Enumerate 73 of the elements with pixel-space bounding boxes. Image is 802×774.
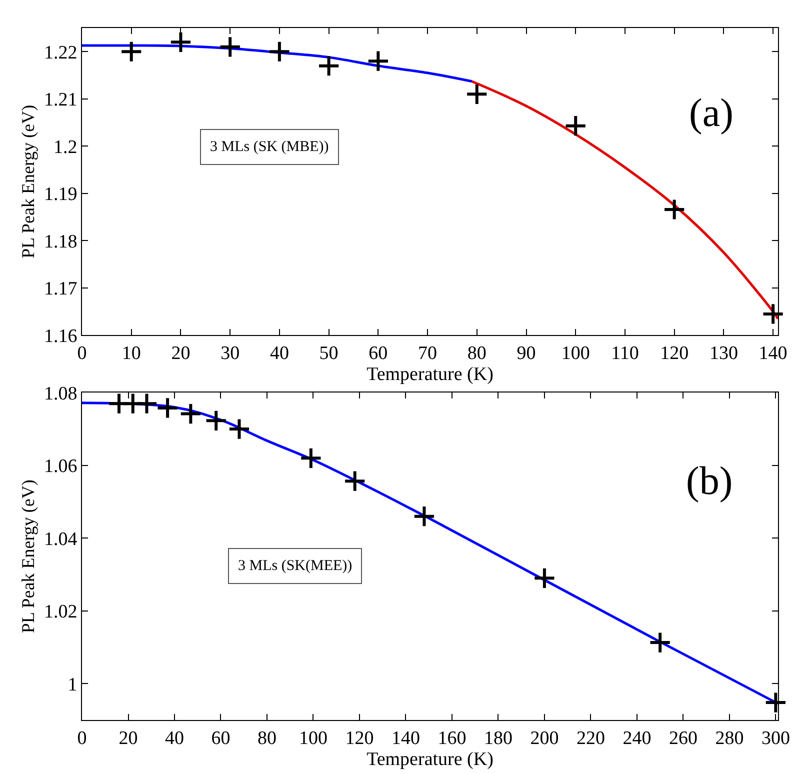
y-tick-label: 1: [68, 674, 78, 696]
x-tick-label: 200: [530, 728, 559, 749]
x-tick-label: 120: [345, 728, 374, 749]
x-tick-label: 50: [319, 343, 338, 364]
point: [648, 631, 672, 654]
x-tick-label: 120: [660, 343, 689, 364]
x-tick-label: 0: [77, 343, 87, 364]
annotation: (b): [686, 458, 733, 503]
point: [412, 505, 436, 528]
annotation: 3 MLs (SK(MEE)): [238, 558, 352, 574]
y-tick-label: 1.08: [44, 383, 78, 404]
x-tick-label: 140: [391, 728, 420, 749]
x-tick-label: 180: [484, 728, 512, 749]
point: [135, 392, 158, 415]
x-tick-label: 60: [211, 728, 230, 749]
x-tick-label: 0: [77, 728, 87, 749]
point: [762, 302, 784, 326]
x-tick-label: 300: [761, 728, 790, 749]
x-tick-label: 260: [668, 728, 698, 749]
x-tick-label: 20: [118, 728, 138, 749]
point: [318, 54, 340, 78]
x-tick-label: 280: [715, 728, 744, 749]
y-tick-label: 1.16: [44, 326, 78, 347]
point: [344, 470, 366, 492]
x-tick-label: 140: [758, 343, 788, 364]
y-tick-label: 1.21: [44, 90, 78, 111]
point: [169, 30, 192, 54]
x-tick-label: 100: [561, 343, 590, 364]
point: [120, 40, 143, 63]
x-tick-label: 40: [164, 728, 184, 749]
x-tick-label: 240: [622, 728, 652, 749]
x-tick-label: 10: [122, 343, 141, 364]
point: [533, 566, 556, 590]
y-tick-label: 1.18: [44, 231, 78, 252]
point: [564, 114, 587, 138]
x-tick-label: 220: [576, 728, 605, 749]
point: [764, 691, 787, 714]
y-axis-title: PL Peak Energy (eV): [18, 104, 38, 258]
point: [228, 418, 251, 440]
x-axis-title: Temperature (K): [366, 748, 494, 770]
point: [218, 36, 242, 58]
x-tick-label: 100: [298, 728, 328, 749]
y-tick-label: 1.02: [44, 602, 78, 623]
y-axis-title: PL Peak Energy (eV): [18, 480, 38, 634]
x-axis-title: Temperature (K): [366, 364, 494, 386]
x-tick-label: 130: [709, 343, 738, 364]
x-tick-label: 160: [438, 728, 466, 749]
annotation: 3 MLs (SK (MBE)): [210, 139, 329, 155]
point: [179, 402, 202, 426]
x-tick-label: 80: [257, 728, 276, 749]
y-tick-label: 1.06: [44, 456, 78, 478]
point: [663, 198, 686, 221]
point: [268, 40, 291, 63]
y-tick-label: 1.19: [44, 184, 78, 206]
y-tick-label: 1.17: [44, 278, 78, 300]
x-tick-label: 70: [418, 343, 438, 364]
point: [366, 50, 390, 72]
point: [300, 446, 322, 470]
point: [204, 409, 228, 432]
y-tick-label: 1.22: [44, 42, 78, 64]
point: [466, 82, 488, 106]
x-tick-label: 80: [467, 343, 486, 364]
y-tick-label: 1.2: [53, 136, 78, 158]
x-tick-label: 60: [368, 343, 388, 364]
x-tick-label: 40: [270, 343, 289, 364]
point: [156, 396, 179, 420]
x-tick-label: 90: [516, 343, 536, 364]
annotation: (a): [689, 90, 734, 135]
x-tick-label: 110: [611, 343, 639, 364]
line-series: [470, 80, 778, 320]
x-tick-label: 20: [171, 343, 190, 364]
x-tick-label: 30: [220, 343, 240, 364]
y-tick-label: 1.04: [44, 528, 78, 550]
